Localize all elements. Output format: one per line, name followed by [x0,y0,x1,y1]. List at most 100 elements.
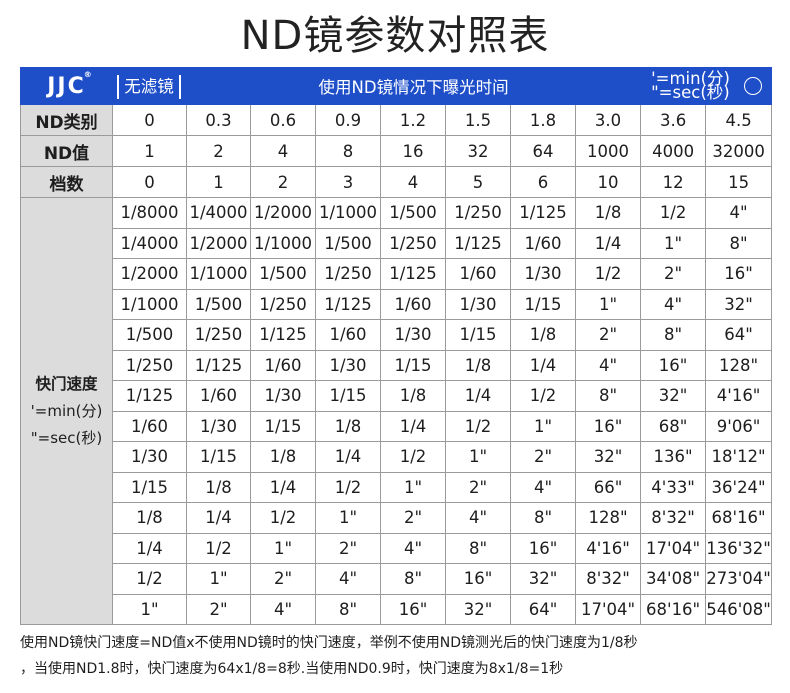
shutter-cell: 16" [705,258,773,290]
row-label: 档数 [20,166,113,198]
shutter-cell: 8" [510,502,576,534]
shutter-row: 1/250 1/125 1/60 1/30 1/15 1/8 1/4 4" 16" 128" [21,349,773,381]
shutter-cell: 1/30 [445,288,511,320]
shutter-cell: 1" [380,471,446,503]
divider [179,75,181,100]
shutter-cell: 1/60 [112,410,187,442]
shutter-cell: 1/2000 [112,258,187,290]
shutter-cell: 1/2 [510,380,576,412]
shutter-cell: 18'12" [705,441,773,473]
cell: 0 [112,166,187,198]
shutter-cell: 1/15 [380,349,446,381]
cell: 10 [574,166,642,198]
row-nd-value: ND值 1 2 4 8 16 32 64 1000 4000 32000 [20,135,773,167]
shutter-row: 1" 2" 4" 8" 16" 32" 64" 17'04" 68'16" 546'08" [21,593,773,625]
footnote-line-1: 使用ND镜快门速度=ND值x不使用ND镜时的快门速度，举例不使用ND镜测光后的快… [20,635,638,651]
shutter-cell: 1/8 [186,471,251,503]
shutter-row: 1/30 1/15 1/8 1/4 1/2 1" 2" 32" 136" 18'12" [21,441,773,473]
cell: 4000 [640,135,707,167]
shutter-cell: 1/500 [380,197,446,229]
shutter-cell: 1/30 [380,319,446,351]
shutter-cell: 1/60 [380,288,446,320]
shutter-cell: 1/2 [112,563,187,595]
shutter-cell: 1/500 [186,288,251,320]
shutter-cell: 1" [574,288,642,320]
shutter-row: 1/4000 1/2000 1/1000 1/500 1/250 1/125 1/60 1/4… [21,227,773,259]
shutter-row: 1/2 1" 2" 4" 8" 16" 32" 8'32" 34'08" 273'04" [21,563,773,595]
shutter-cell: 1/2 [315,471,381,503]
shutter-cell: 8" [705,227,773,259]
shutter-cell: 1/8 [315,410,381,442]
cell: 1.2 [380,104,446,136]
shutter-cell: 1/15 [445,319,511,351]
shutter-cell: 1/15 [112,471,187,503]
shutter-cell: 8" [315,593,381,625]
shutter-cell: 4'16" [574,532,642,564]
exposure-time-header: 使用ND镜情况下曝光时间 [185,67,642,105]
shutter-cell: 128" [705,349,773,381]
shutter-cell: 136'32" [705,532,773,564]
cell: 2 [186,135,251,167]
shutter-cell: 4" [574,349,642,381]
shutter-cell: 1/125 [445,227,511,259]
shutter-cell: 32" [640,380,707,412]
row-label: ND值 [20,135,113,167]
shutter-cell: 1/8 [510,319,576,351]
shutter-cell: 1" [186,563,251,595]
shutter-cell: 1/8000 [112,197,187,229]
shutter-cell: 1/125 [315,288,381,320]
shutter-row: 1/15 1/8 1/4 1/2 1" 2" 4" 66" 4'33" 36'24" [21,471,773,503]
shutter-row: 1/125 1/60 1/30 1/15 1/8 1/4 1/2 8" 32" 4'16" [21,380,773,412]
shutter-row: 1/500 1/250 1/125 1/60 1/30 1/15 1/8 2" 8" 64" [21,319,773,351]
shutter-cell: 1/30 [510,258,576,290]
shutter-cell: 1/250 [315,258,381,290]
shutter-cell: 273'04" [705,563,773,595]
shutter-cell: 8" [640,319,707,351]
shutter-cell: 1/1000 [250,227,316,259]
shutter-cell: 64" [705,319,773,351]
shutter-cell: 36'24" [705,471,773,503]
cell: 6 [510,166,576,198]
shutter-cell: 1/500 [315,227,381,259]
shutter-cell: 1/250 [445,197,511,229]
shutter-cell: 1/30 [315,349,381,381]
shutter-cell: 1/2 [380,441,446,473]
cell: 1.5 [445,104,511,136]
shutter-cell: 1/125 [250,319,316,351]
shutter-cell: 1" [112,593,187,625]
shutter-cell: 1" [250,532,316,564]
shutter-cell: 4" [250,593,316,625]
table-header-row: JJC ® 无滤镜 使用ND镜情况下曝光时间 '=min(分) "=sec(秒) [20,67,773,105]
shutter-cell: 1/250 [250,288,316,320]
shutter-cell: 64" [510,593,576,625]
shutter-cell: 1/60 [186,380,251,412]
shutter-cell: 68'16" [640,593,707,625]
row-stops: 档数 0 1 2 3 4 5 6 10 12 15 [20,166,773,198]
shutter-cell: 1/125 [186,349,251,381]
shutter-cell: 1/30 [250,380,316,412]
shutter-cell: 1" [315,502,381,534]
cell: 4 [380,166,446,198]
shutter-cell: 8'32" [640,502,707,534]
cell: 8 [315,135,381,167]
unit-sec-label: "=sec(秒) [651,83,730,102]
shutter-cell: 1/8 [112,502,187,534]
shutter-cell: 1/1000 [315,197,381,229]
cell: 1 [186,166,251,198]
shutter-cell: 8" [445,532,511,564]
shutter-cell: 1/500 [112,319,187,351]
cell: 5 [445,166,511,198]
shutter-cell: 2" [380,502,446,534]
shutter-cell: 4'33" [640,471,707,503]
shutter-cell: 1/1000 [112,288,187,320]
shutter-cell: 2" [186,593,251,625]
unit-min-label: '=min(分) [651,69,730,88]
shutter-cell: 4" [640,288,707,320]
shutter-cell: 1/4 [315,441,381,473]
shutter-cell: 1/30 [112,441,187,473]
shutter-cell: 2" [574,319,642,351]
shutter-cell: 1/15 [510,288,576,320]
shutter-cell: 2" [510,441,576,473]
cell: 4.5 [705,104,773,136]
cell: 16 [380,135,446,167]
